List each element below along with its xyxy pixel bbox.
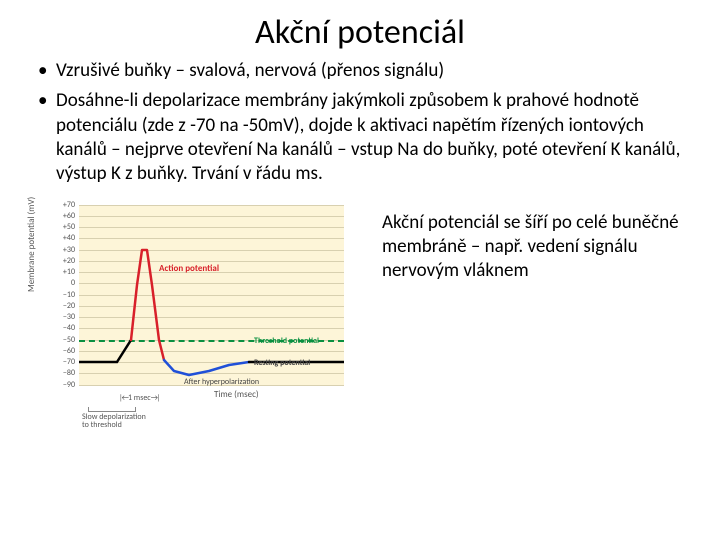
y-tick: +70 — [53, 200, 75, 210]
y-tick: +20 — [53, 256, 75, 266]
bullet-list: Vzrušivé buňky – svalová, nervová (přeno… — [0, 59, 720, 187]
y-tick: 0 — [53, 278, 75, 288]
resting-segment — [79, 340, 131, 362]
y-axis-label: Membrane potential (mV) — [26, 196, 37, 291]
hyperpolarization-curve — [164, 360, 249, 375]
y-tick: −80 — [53, 368, 75, 378]
page-title: Akční potenciál — [0, 0, 720, 59]
y-tick: −30 — [53, 312, 75, 322]
y-tick: −10 — [53, 290, 75, 300]
y-tick: −60 — [53, 346, 75, 356]
action-potential-label: Action potential — [159, 263, 219, 274]
after-hyperpolarization-label: After hyperpolarization — [184, 377, 259, 387]
y-tick: +40 — [53, 233, 75, 243]
threshold-label: Threshold potential — [254, 336, 319, 346]
y-tick: −70 — [53, 357, 75, 367]
y-tick: +10 — [53, 267, 75, 277]
y-tick: −20 — [53, 301, 75, 311]
y-tick: −90 — [53, 380, 75, 390]
y-tick: +30 — [53, 245, 75, 255]
bullet-2: Dosáhne-li depolarizace membrány jakýmko… — [56, 89, 682, 186]
x-axis-label: Time (msec) — [214, 389, 259, 400]
lower-row: +70+60+50+40 +30+20+100 −10−20−30−40 −50−60… — [0, 193, 720, 447]
slow-depolarization-label: Slow depolarization to threshold — [82, 407, 182, 431]
y-tick: +50 — [53, 222, 75, 232]
one-msec-label: |←1 msec→| — [119, 393, 160, 403]
bullet-1: Vzrušivé buňky – svalová, nervová (přeno… — [56, 59, 682, 83]
y-tick: +60 — [53, 211, 75, 221]
action-potential-chart: +70+60+50+40 +30+20+100 −10−20−30−40 −50−60… — [24, 197, 364, 447]
y-tick: −40 — [53, 323, 75, 333]
resting-label: Resting potential — [254, 358, 310, 368]
side-paragraph: Akční potenciál se šíří po celé buněčné … — [364, 197, 700, 447]
y-tick: −50 — [53, 335, 75, 345]
